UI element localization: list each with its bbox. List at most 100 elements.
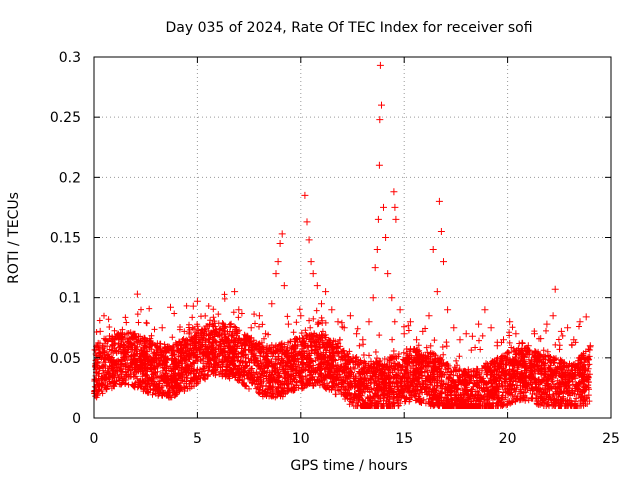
data-point [564,324,572,332]
data-point [235,306,243,314]
data-point [376,116,384,124]
data-point [392,215,400,223]
data-point [390,188,398,196]
data-point [375,161,383,169]
data-point [309,270,317,278]
data-point [276,240,284,247]
data-point [340,324,348,332]
chart-title: Day 035 of 2024, Rate Of TEC Index for r… [165,20,532,36]
data-point [359,336,367,344]
data-point [512,330,520,338]
data-point [297,312,305,320]
data-point [374,215,382,223]
data-point [262,330,270,338]
dense-point-band [91,291,594,409]
x-tick-label: 20 [499,431,517,447]
data-point [493,342,501,350]
x-tick-label: 0 [90,431,99,447]
data-point [158,324,166,332]
x-tick-label: 15 [395,431,413,447]
data-point [557,327,565,335]
data-point [152,354,160,362]
data-point [419,327,427,335]
data-point [212,368,220,376]
x-tick-label: 5 [193,431,202,447]
data-point [537,335,545,343]
data-point [576,318,584,326]
data-point [167,303,174,311]
data-point [146,335,154,343]
data-points [92,61,594,380]
data-point [481,306,489,314]
data-point [456,336,464,344]
data-point [388,294,396,302]
data-point [437,228,445,235]
data-point [185,330,193,338]
data-point [435,197,443,205]
data-point [193,297,201,305]
data-point [543,320,551,328]
data-point [450,324,458,332]
data-point [291,336,299,344]
data-point [255,312,263,320]
data-point [468,332,476,340]
data-point [378,101,385,109]
data-point [129,351,137,359]
data-point [272,270,280,278]
data-point [280,282,288,290]
x-tick-label: 10 [292,431,310,447]
data-point [487,324,495,332]
data-point [384,270,392,278]
data-point [140,344,148,352]
y-axis-label: ROTI / TECUs [6,192,22,284]
data-point [549,312,557,320]
data-point [380,203,387,211]
data-point [247,324,255,332]
data-point [586,342,594,350]
data-point [429,246,437,253]
data-point [303,218,311,226]
data-point [111,339,119,347]
data-point [373,246,381,253]
y-tick-label: 0.3 [59,50,81,66]
data-point [413,336,421,344]
data-point [224,336,232,344]
data-point [123,330,131,338]
data-point [301,191,309,199]
data-point [274,258,282,266]
data-point [177,342,185,350]
y-tick-label: 0.05 [50,351,81,367]
data-point [518,339,526,347]
y-tick-label: 0.25 [50,110,81,126]
data-point [241,342,249,350]
data-point [96,327,104,335]
data-point [500,336,507,344]
data-point [382,234,390,241]
data-point [100,348,108,356]
data-point [406,318,414,326]
y-tick-label: 0.15 [50,231,81,247]
data-point [328,306,336,314]
dense-data-band [91,291,594,409]
data-point [369,294,377,302]
data-point [475,320,483,328]
axis-ticks: 0 5 10 15 20 25 0 0.05 0.1 0.15 0.2 0.25 0.3 [50,50,620,447]
data-point [313,282,321,290]
data-point [189,302,197,310]
data-point [318,300,325,308]
data-point [570,336,578,344]
data-point [376,61,384,69]
data-point [396,306,404,314]
data-point [391,203,399,211]
x-tick-label: 25 [602,431,620,447]
data-point [268,300,276,308]
data-point [531,330,538,338]
data-point [440,258,447,266]
data-point [231,288,239,296]
data-point [206,360,214,368]
data-point [107,356,114,364]
data-point [365,318,373,326]
data-point [171,360,179,368]
data-point [582,313,590,321]
